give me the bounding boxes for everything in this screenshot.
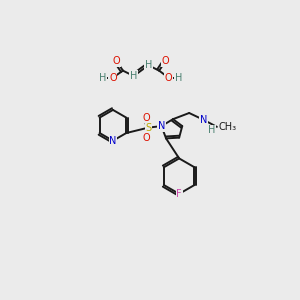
Text: O: O	[142, 112, 150, 123]
Text: N: N	[158, 121, 165, 131]
Text: O: O	[109, 73, 117, 82]
Text: O: O	[165, 73, 172, 82]
Text: O: O	[142, 133, 150, 142]
Text: N: N	[200, 115, 208, 125]
Text: O: O	[113, 56, 121, 66]
Text: H: H	[130, 71, 137, 81]
Text: H: H	[208, 125, 215, 135]
Text: N: N	[109, 136, 117, 146]
Text: CH₃: CH₃	[218, 122, 237, 132]
Text: H: H	[175, 73, 182, 82]
Text: F: F	[176, 189, 182, 199]
Text: S: S	[145, 123, 152, 133]
Text: O: O	[161, 56, 169, 66]
Text: H: H	[145, 60, 152, 70]
Text: H: H	[99, 73, 106, 82]
